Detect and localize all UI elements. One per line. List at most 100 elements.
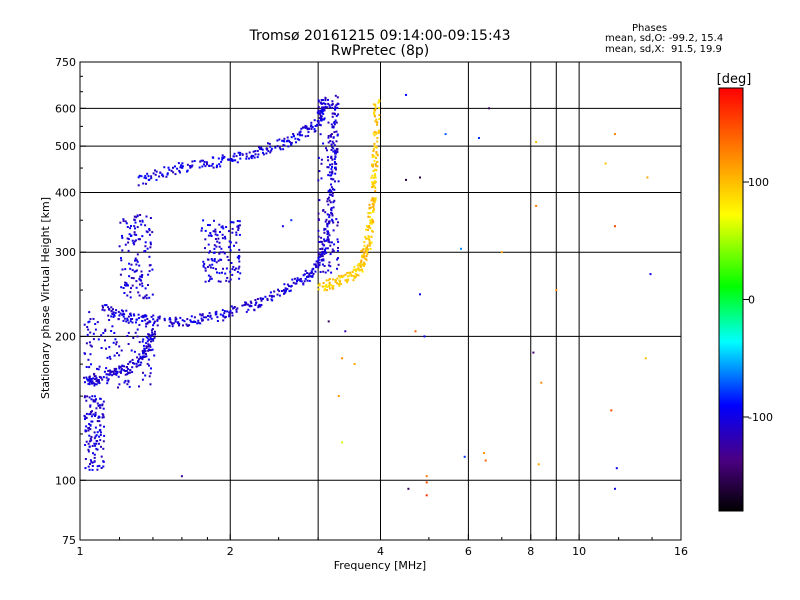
trace-point bbox=[259, 297, 262, 300]
trace-point bbox=[346, 281, 349, 284]
trace-point bbox=[143, 315, 146, 318]
trace-point bbox=[193, 316, 196, 319]
trace-point bbox=[271, 295, 273, 298]
trace-point bbox=[183, 320, 186, 323]
cluster-point bbox=[318, 123, 321, 126]
cluster-point bbox=[331, 248, 334, 251]
y-tick-label: 400 bbox=[55, 186, 76, 199]
cluster-point bbox=[129, 291, 132, 294]
scattered-point bbox=[290, 219, 293, 222]
cluster-point bbox=[222, 267, 224, 270]
cluster-point bbox=[207, 234, 210, 237]
trace-point bbox=[364, 247, 367, 250]
trace-point bbox=[359, 264, 362, 267]
trace-point bbox=[215, 166, 218, 169]
trace-point bbox=[218, 163, 221, 166]
trace-point bbox=[129, 320, 132, 323]
trace-point bbox=[246, 303, 249, 306]
trace-point bbox=[197, 321, 200, 324]
trace-point bbox=[236, 161, 239, 164]
cluster-point bbox=[135, 233, 138, 236]
trace-point bbox=[331, 158, 334, 161]
trace-point bbox=[334, 162, 337, 165]
cluster-point bbox=[238, 224, 241, 227]
cluster-point bbox=[320, 236, 323, 239]
trace-point bbox=[373, 112, 375, 114]
trace-point bbox=[326, 247, 329, 250]
cluster-point bbox=[336, 238, 339, 241]
cluster-point bbox=[214, 230, 217, 233]
trace-point bbox=[97, 381, 100, 384]
trace-point bbox=[322, 112, 325, 115]
cluster-point bbox=[332, 125, 334, 128]
cluster-point bbox=[146, 231, 149, 234]
trace-point bbox=[321, 253, 324, 256]
trace-point bbox=[337, 283, 340, 286]
cluster-point bbox=[89, 428, 92, 431]
trace-point bbox=[336, 277, 339, 280]
x-axis-label: Frequency [MHz] bbox=[334, 559, 426, 572]
cluster-point bbox=[208, 264, 211, 267]
trace-point bbox=[335, 130, 338, 133]
trace-point bbox=[199, 313, 202, 316]
cluster-point bbox=[148, 255, 151, 258]
cluster-point bbox=[84, 458, 87, 460]
cluster-point bbox=[142, 297, 145, 300]
trace-point bbox=[374, 172, 376, 175]
cluster-point bbox=[91, 461, 94, 464]
cluster-point bbox=[133, 231, 136, 234]
cluster-point bbox=[98, 464, 101, 467]
phase-stats-header: Phases bbox=[632, 23, 668, 34]
cluster-point bbox=[126, 226, 129, 228]
trace-point bbox=[368, 238, 371, 241]
trace-point bbox=[376, 140, 379, 143]
cluster-point bbox=[104, 330, 107, 332]
trace-point bbox=[92, 382, 95, 385]
trace-point bbox=[149, 337, 152, 340]
cluster-point bbox=[133, 233, 136, 236]
trace-point bbox=[152, 339, 155, 342]
cluster-point bbox=[124, 281, 127, 284]
trace-point bbox=[372, 148, 375, 151]
trace-point bbox=[129, 318, 132, 321]
scattered-point bbox=[460, 247, 462, 250]
cluster-point bbox=[320, 158, 323, 161]
trace-point bbox=[333, 131, 336, 134]
cluster-point bbox=[201, 227, 203, 230]
cluster-point bbox=[121, 236, 124, 239]
trace-point bbox=[334, 151, 336, 154]
cluster-point bbox=[321, 263, 324, 266]
cluster-point bbox=[330, 271, 333, 274]
cluster-point bbox=[230, 221, 233, 224]
y-tick-label: 600 bbox=[55, 102, 76, 115]
trace-point bbox=[87, 382, 90, 385]
trace-point bbox=[233, 152, 236, 155]
trace-point bbox=[217, 157, 220, 160]
trace-point bbox=[168, 317, 171, 320]
cluster-point bbox=[228, 240, 231, 243]
trace-point bbox=[169, 321, 172, 323]
trace-point bbox=[201, 314, 204, 317]
trace-point bbox=[326, 236, 329, 239]
cluster-point bbox=[96, 448, 99, 451]
trace-point bbox=[322, 259, 325, 262]
trace-point bbox=[334, 172, 337, 175]
trace-point bbox=[371, 181, 374, 184]
cluster-point bbox=[133, 240, 136, 243]
cluster-point bbox=[148, 296, 151, 299]
cluster-point bbox=[93, 442, 96, 445]
trace-point bbox=[84, 381, 86, 384]
scattered-point bbox=[646, 176, 649, 179]
cluster-point bbox=[121, 234, 123, 237]
trace-point bbox=[153, 336, 156, 339]
trace-point bbox=[363, 241, 366, 244]
trace-point bbox=[107, 306, 110, 309]
scattered-point bbox=[407, 487, 410, 490]
cluster-point bbox=[131, 284, 134, 287]
cluster-point bbox=[128, 262, 131, 265]
trace-point bbox=[374, 190, 377, 193]
trace-point bbox=[113, 367, 116, 370]
trace-point bbox=[365, 228, 368, 231]
trace-point bbox=[261, 148, 264, 151]
cluster-point bbox=[147, 273, 150, 276]
